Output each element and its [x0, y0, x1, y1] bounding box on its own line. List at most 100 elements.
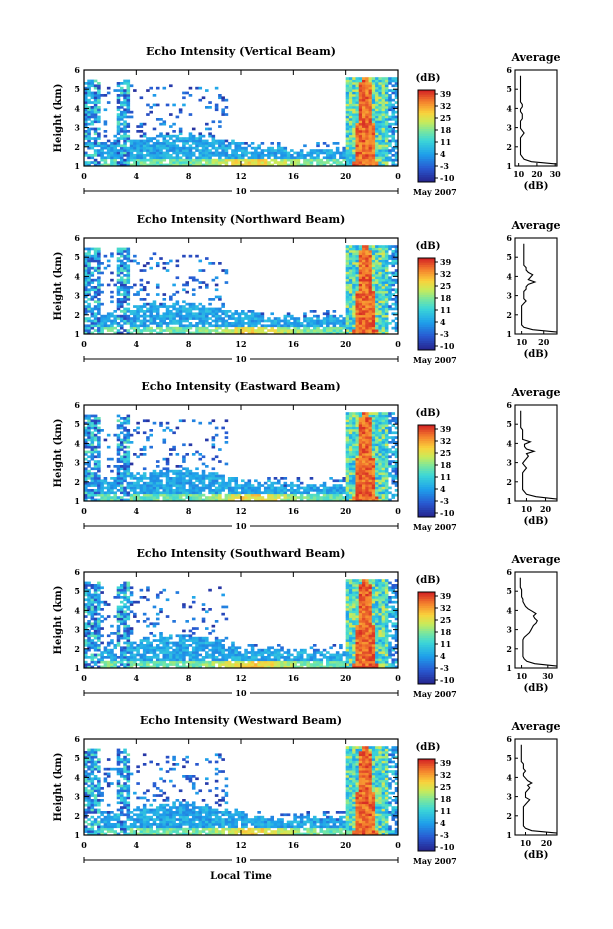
heat-cell	[93, 307, 98, 311]
heat-cell	[126, 163, 131, 167]
heat-cell	[191, 496, 196, 499]
heat-cell	[93, 151, 98, 155]
heat-cell	[201, 314, 206, 318]
heat-cell	[371, 154, 376, 157]
heat-cell	[133, 158, 137, 162]
colorbar-segment	[418, 473, 435, 476]
heat-cell	[84, 310, 88, 313]
heat-cell	[165, 467, 170, 471]
heat-cell	[348, 77, 353, 80]
heat-cell	[355, 421, 360, 425]
heat-cell	[273, 331, 278, 335]
heat-cell	[384, 247, 389, 251]
colorbar-segment	[418, 292, 435, 296]
heat-cell	[365, 158, 369, 162]
heat-cell	[368, 137, 373, 140]
heat-cell	[123, 295, 127, 299]
heat-cell	[362, 101, 366, 104]
heat-cell	[254, 151, 258, 155]
heat-cell	[201, 489, 206, 492]
heat-cell	[123, 286, 127, 289]
heat-cell	[309, 154, 314, 157]
heat-cell	[133, 486, 137, 490]
heat-cell	[241, 156, 245, 160]
heat-cell	[97, 436, 101, 439]
heat-cell	[362, 326, 366, 330]
heat-cell	[90, 445, 95, 449]
heat-cell	[119, 283, 124, 287]
colorbar-tick-label: -3	[440, 496, 449, 506]
heat-cell	[381, 101, 386, 104]
heat-cell	[335, 329, 340, 332]
heat-cell	[394, 460, 399, 463]
heat-cell	[394, 84, 399, 88]
heat-cell	[198, 98, 203, 102]
heat-cell	[139, 331, 144, 335]
heat-cell	[283, 154, 288, 157]
heat-cell	[178, 481, 183, 485]
colorbar-segment	[418, 431, 435, 435]
heat-cell	[247, 326, 252, 330]
heat-cell	[312, 156, 317, 160]
heat-cell	[319, 491, 324, 495]
heat-cell	[97, 438, 101, 442]
heat-cell	[283, 314, 288, 318]
heat-cell	[201, 481, 206, 485]
heat-cell	[348, 326, 353, 330]
heat-cell	[384, 307, 389, 311]
x-tick-label: 20	[340, 506, 352, 516]
heat-cell	[293, 489, 297, 492]
heat-cell	[175, 137, 180, 140]
heat-cell	[159, 329, 163, 332]
heat-cell	[155, 158, 160, 162]
heat-cell	[394, 465, 399, 468]
heat-cell	[384, 493, 389, 497]
heat-cell	[352, 441, 356, 444]
heat-cell	[358, 424, 363, 427]
heat-cell	[280, 489, 284, 492]
heat-cell	[303, 314, 307, 318]
heat-cell	[254, 319, 258, 323]
heat-cell	[348, 254, 353, 258]
heat-cell	[84, 252, 88, 256]
heat-cell	[178, 110, 183, 114]
heat-cell	[146, 302, 150, 306]
heat-cell	[384, 132, 389, 136]
heat-cell	[381, 421, 386, 425]
heat-cell	[345, 163, 350, 167]
heat-cell	[290, 154, 294, 157]
heat-cell	[182, 149, 186, 152]
heat-cell	[309, 163, 314, 167]
heat-cell	[231, 479, 235, 483]
x-tick-label: 8	[186, 506, 192, 516]
heat-cell	[358, 290, 363, 294]
heat-cell	[84, 274, 88, 277]
heat-cell	[155, 144, 160, 148]
heat-cell	[345, 319, 350, 323]
heat-cell	[244, 154, 248, 157]
heat-cell	[381, 326, 386, 330]
heat-cell	[355, 331, 360, 335]
heat-cell	[182, 491, 186, 495]
heat-cell	[375, 110, 379, 114]
heat-cell	[358, 259, 363, 263]
heat-cell	[345, 331, 350, 335]
heat-cell	[169, 453, 173, 456]
heat-cell	[371, 322, 376, 325]
heat-cell	[87, 624, 91, 628]
heat-cell	[185, 163, 189, 167]
heat-cell	[371, 142, 376, 145]
heat-cell	[191, 163, 196, 167]
heat-cell	[345, 125, 350, 128]
heat-cell	[93, 130, 98, 133]
heat-cell	[312, 310, 317, 313]
heat-cell	[365, 113, 369, 116]
heat-cell	[345, 310, 350, 313]
heat-cell	[90, 610, 95, 614]
heat-cell	[276, 151, 281, 155]
heat-cell	[273, 493, 278, 497]
heat-cell	[175, 158, 180, 162]
heat-cell	[129, 310, 134, 313]
heat-cell	[185, 302, 189, 306]
heat-cell	[339, 314, 343, 318]
